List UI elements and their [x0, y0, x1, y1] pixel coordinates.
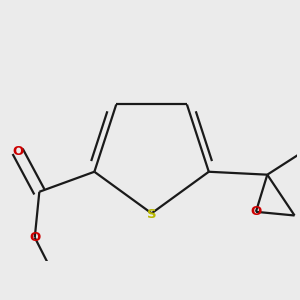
Text: O: O	[12, 145, 23, 158]
Text: S: S	[147, 208, 156, 221]
Text: O: O	[250, 205, 262, 218]
Text: O: O	[29, 231, 40, 244]
